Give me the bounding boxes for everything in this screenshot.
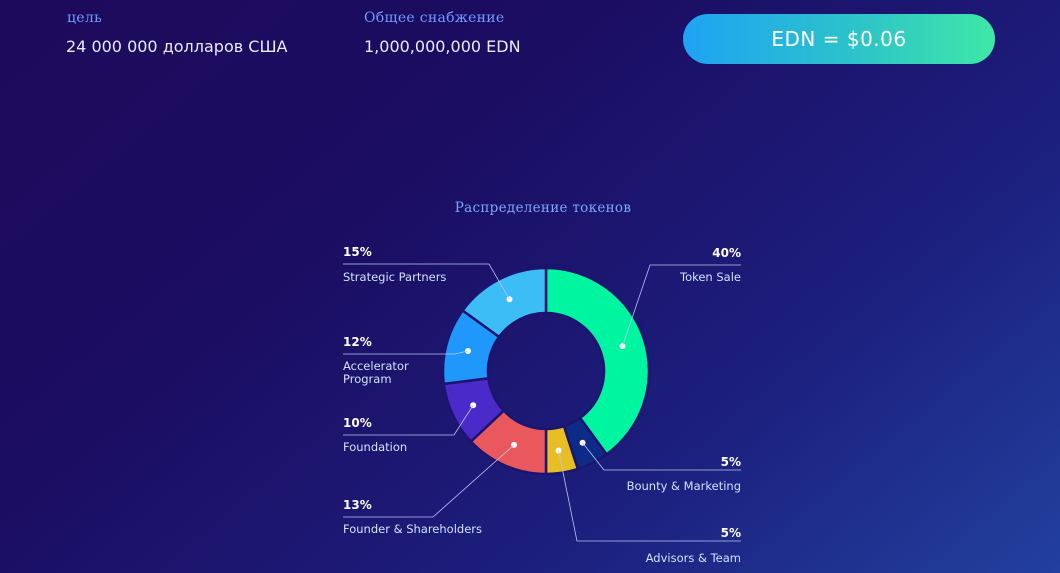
slice-name-label: Program <box>343 372 392 386</box>
leader-line <box>343 444 515 518</box>
total-supply-value: 1,000,000,000 EDN <box>364 37 521 56</box>
leader-line <box>558 450 741 542</box>
goal-label: цель <box>67 10 103 26</box>
leader-line <box>622 264 741 347</box>
slice-name-label: Bounty & Marketing <box>627 479 741 493</box>
slice-name-label: Foundation <box>343 440 407 454</box>
slice-name-label: Accelerator <box>343 359 409 373</box>
slice-percent-label: 15% <box>343 245 372 259</box>
slice-percent-label: 12% <box>343 335 372 349</box>
slice-percent-label: 13% <box>343 498 372 512</box>
token-price-button[interactable]: EDN = $0.06 <box>683 14 995 64</box>
leader-line <box>343 405 474 436</box>
leader-line <box>582 442 741 471</box>
slice-percent-label: 40% <box>712 246 741 260</box>
slice-percent-label: 5% <box>721 455 741 469</box>
slice-name-label: Token Sale <box>679 270 741 284</box>
slice-percent-label: 5% <box>721 526 741 540</box>
slice-name-label: Strategic Partners <box>343 270 446 284</box>
slice-strategic-partners <box>460 266 548 339</box>
goal-value: 24 000 000 долларов США <box>66 37 288 56</box>
leader-line <box>343 350 469 355</box>
total-supply-label: Общее снабжение <box>364 10 505 26</box>
chart-title: Распределение токенов <box>454 200 632 216</box>
slice-name-label: Founder & Shareholders <box>343 522 482 536</box>
slice-name-label: Advisors & Team <box>646 551 741 565</box>
leader-line <box>343 263 510 300</box>
slice-percent-label: 10% <box>343 416 372 430</box>
slice-token-sale <box>544 266 651 457</box>
